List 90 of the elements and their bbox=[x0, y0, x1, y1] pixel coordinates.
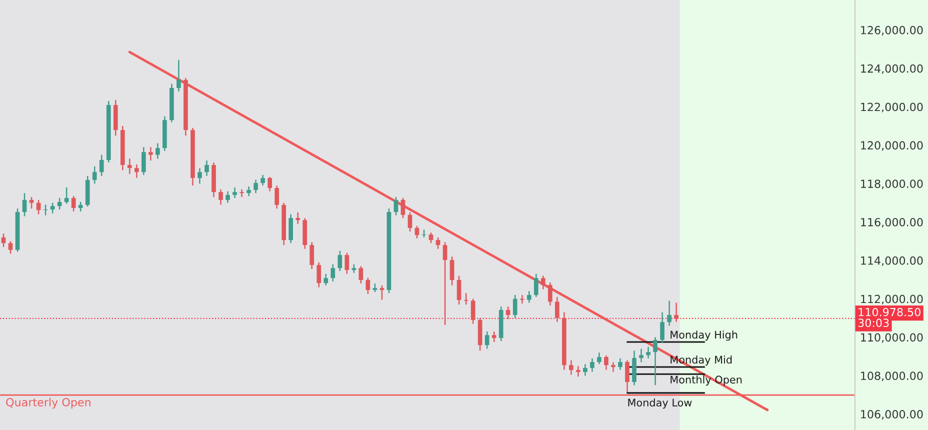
candlestick bbox=[554, 296, 560, 322]
candlestick bbox=[428, 232, 434, 244]
candlestick bbox=[583, 364, 588, 376]
candlestick bbox=[260, 174, 265, 186]
y-tick-label: 120,000.00 bbox=[861, 141, 923, 151]
candlestick bbox=[288, 214, 294, 244]
series-label: Monthly Open bbox=[670, 376, 742, 386]
candlestick bbox=[246, 186, 251, 197]
candlestick bbox=[611, 362, 616, 372]
candlestick bbox=[134, 164, 139, 178]
candlestick bbox=[534, 273, 538, 298]
candlestick bbox=[296, 212, 300, 225]
series-label: Monday High bbox=[670, 330, 738, 341]
y-tick-label: 110,000.00 bbox=[861, 333, 923, 343]
y-tick-label: 118,000.00 bbox=[861, 180, 923, 190]
candlestick bbox=[8, 240, 13, 254]
candlestick bbox=[667, 300, 672, 326]
candlestick bbox=[512, 294, 518, 319]
candlestick bbox=[442, 242, 448, 326]
candlestick bbox=[660, 312, 664, 344]
candlestick bbox=[470, 298, 476, 324]
candlestick bbox=[338, 250, 342, 272]
ref-line-label: 110,978.50 bbox=[858, 308, 920, 318]
y-tick-label: 116,000.00 bbox=[861, 218, 923, 228]
candlestick bbox=[400, 197, 406, 219]
candlestick bbox=[653, 336, 658, 386]
y-tick-label: 112,000.00 bbox=[861, 294, 923, 304]
candlestick bbox=[358, 266, 364, 284]
candlestick bbox=[366, 277, 370, 295]
y-tick-label: 122,000.00 bbox=[861, 102, 923, 112]
candlestick bbox=[568, 360, 574, 376]
candlestick bbox=[316, 262, 322, 288]
series-label: Monday Low bbox=[628, 398, 692, 409]
text: 30:03 bbox=[858, 318, 889, 328]
candlestick bbox=[597, 352, 602, 365]
candlestick bbox=[232, 186, 237, 199]
candlestick bbox=[226, 190, 230, 204]
candlestick bbox=[540, 275, 546, 290]
candlestick bbox=[344, 252, 350, 274]
candlestick bbox=[92, 166, 97, 184]
candlestick bbox=[29, 196, 34, 210]
candlestick bbox=[484, 330, 490, 350]
candlestick bbox=[492, 330, 496, 343]
ref-line-label: Quarterly Open bbox=[6, 398, 90, 409]
candlestick bbox=[127, 158, 132, 175]
candlestick bbox=[268, 176, 272, 192]
candlestick bbox=[330, 264, 336, 282]
candlestick bbox=[64, 186, 69, 204]
candlestick bbox=[310, 242, 314, 270]
candlestick bbox=[436, 236, 440, 250]
candlestick bbox=[618, 358, 622, 371]
candlestick bbox=[274, 184, 279, 210]
candlestick bbox=[506, 306, 510, 320]
candlestick bbox=[141, 146, 146, 176]
candlestick bbox=[464, 292, 468, 306]
candlestick bbox=[639, 348, 644, 363]
candlestick bbox=[646, 346, 650, 359]
candlestick bbox=[78, 201, 83, 212]
y-tick-label: 124,000.00 bbox=[861, 64, 923, 74]
candlestick bbox=[240, 188, 244, 198]
candlestick bbox=[198, 168, 202, 184]
candlestick bbox=[99, 154, 104, 177]
candlestick bbox=[456, 275, 462, 306]
candlestick bbox=[590, 358, 594, 372]
y-tick-label: 106,000.00 bbox=[861, 410, 923, 420]
y-tick-label: 126,000.00 bbox=[861, 26, 923, 36]
candlestick bbox=[408, 212, 412, 232]
candlestick bbox=[156, 142, 160, 160]
candlestick bbox=[380, 284, 384, 300]
candlestick bbox=[450, 256, 454, 286]
candlestick bbox=[394, 196, 398, 216]
candlestick bbox=[254, 179, 258, 194]
candlestick bbox=[22, 192, 27, 217]
candlestick bbox=[526, 290, 532, 304]
candlestick bbox=[71, 195, 76, 212]
y-tick-label: 108,000.00 bbox=[861, 372, 923, 382]
candlestick bbox=[50, 202, 55, 214]
candlestick bbox=[576, 365, 580, 378]
candlestick bbox=[176, 59, 181, 92]
candlestick bbox=[324, 273, 328, 286]
candlestick bbox=[148, 146, 153, 162]
candlestick bbox=[414, 225, 420, 239]
candlestick bbox=[57, 197, 62, 210]
candlestick bbox=[204, 160, 209, 177]
candlestick bbox=[604, 354, 608, 371]
candlestick bbox=[548, 282, 552, 306]
candlestick bbox=[625, 360, 630, 393]
y-tick-label: 114,000.00 bbox=[861, 256, 923, 266]
candlestick bbox=[674, 302, 678, 322]
candlestick bbox=[218, 188, 223, 206]
